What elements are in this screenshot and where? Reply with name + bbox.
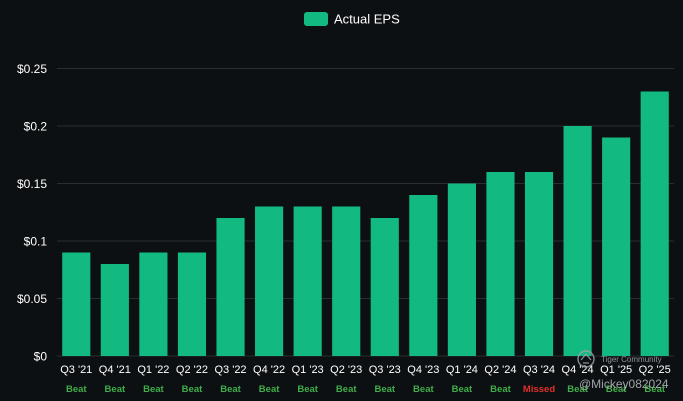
bar[interactable] <box>332 206 361 357</box>
bar[interactable] <box>62 252 91 357</box>
result-labels: Beat Beat Beat Beat Beat Beat Beat Beat Beat Beat… <box>66 384 666 395</box>
bar[interactable] <box>370 218 399 356</box>
x-tick-label: Q1 '22 <box>137 364 169 376</box>
x-tick-label: Q4 '21 <box>99 364 131 376</box>
x-axis: Q3 '21 Q4 '21 Q1 '22 Q2 '22 Q3 '22 Q4 '22 Q1 '… <box>60 364 671 376</box>
x-tick-label: Q2 '24 <box>484 364 516 376</box>
bar[interactable] <box>602 137 631 357</box>
legend[interactable]: Actual EPS <box>304 12 400 27</box>
y-tick-label: $0.1 <box>24 235 48 249</box>
x-tick-label: Q2 '22 <box>176 364 208 376</box>
result-label: Beat <box>644 384 665 395</box>
x-tick-label: Q1 '24 <box>446 364 478 376</box>
result-label: Beat <box>105 384 126 395</box>
bar[interactable] <box>447 183 476 357</box>
result-label: Beat <box>259 384 280 395</box>
bar[interactable] <box>524 172 554 356</box>
watermark-handle: @Mickey082024 <box>579 377 669 391</box>
result-label: Beat <box>143 384 164 395</box>
bar[interactable] <box>139 252 168 357</box>
x-tick-label: Q3 '24 <box>523 364 555 376</box>
legend-swatch-actual-eps[interactable] <box>304 12 328 26</box>
tiger-logo-icon <box>577 350 595 368</box>
x-tick-label: Q3 '22 <box>214 364 246 376</box>
result-label: Beat <box>297 384 318 395</box>
tiger-logo-mark-icon <box>580 352 592 364</box>
watermark: Tiger Community @Mickey082024 <box>577 350 669 391</box>
y-tick-label: $0.25 <box>17 62 47 76</box>
watermark-brand: Tiger Community <box>601 355 662 364</box>
x-tick-label: Q4 '23 <box>407 364 439 376</box>
result-label: Beat <box>452 384 473 395</box>
result-label: Beat <box>567 384 588 395</box>
bar[interactable] <box>293 206 322 357</box>
result-label: Beat <box>182 384 203 395</box>
bar[interactable] <box>409 195 438 356</box>
bar[interactable] <box>563 126 592 356</box>
y-axis: $0 $0.05 $0.1 $0.15 $0.2 $0.25 <box>17 62 47 364</box>
bar[interactable] <box>100 264 129 356</box>
bars <box>62 91 669 357</box>
x-tick-label: Q2 '23 <box>330 364 362 376</box>
x-tick-label: Q3 '23 <box>369 364 401 376</box>
result-label: Beat <box>220 384 241 395</box>
result-label: Missed <box>523 384 555 395</box>
legend-label-actual-eps[interactable]: Actual EPS <box>334 12 400 27</box>
x-tick-label: Q4 '22 <box>253 364 285 376</box>
result-label: Beat <box>336 384 357 395</box>
x-tick-label: Q2 '25 <box>639 364 671 376</box>
x-tick-label: Q1 '25 <box>600 364 632 376</box>
x-tick-label: Q1 '23 <box>292 364 324 376</box>
bar[interactable] <box>640 91 669 357</box>
x-tick-label: Q3 '21 <box>60 364 92 376</box>
bar[interactable] <box>255 206 284 357</box>
result-label: Beat <box>413 384 434 395</box>
y-tick-label: $0.15 <box>17 177 47 191</box>
y-tick-label: $0.2 <box>24 120 48 134</box>
bar[interactable] <box>486 172 515 356</box>
bar[interactable] <box>216 218 245 356</box>
y-tick-label: $0.05 <box>17 292 47 306</box>
bar[interactable] <box>177 252 207 357</box>
result-label: Beat <box>606 384 627 395</box>
result-label: Beat <box>66 384 87 395</box>
result-label: Beat <box>490 384 511 395</box>
result-label: Beat <box>374 384 395 395</box>
y-tick-label: $0 <box>34 350 48 364</box>
